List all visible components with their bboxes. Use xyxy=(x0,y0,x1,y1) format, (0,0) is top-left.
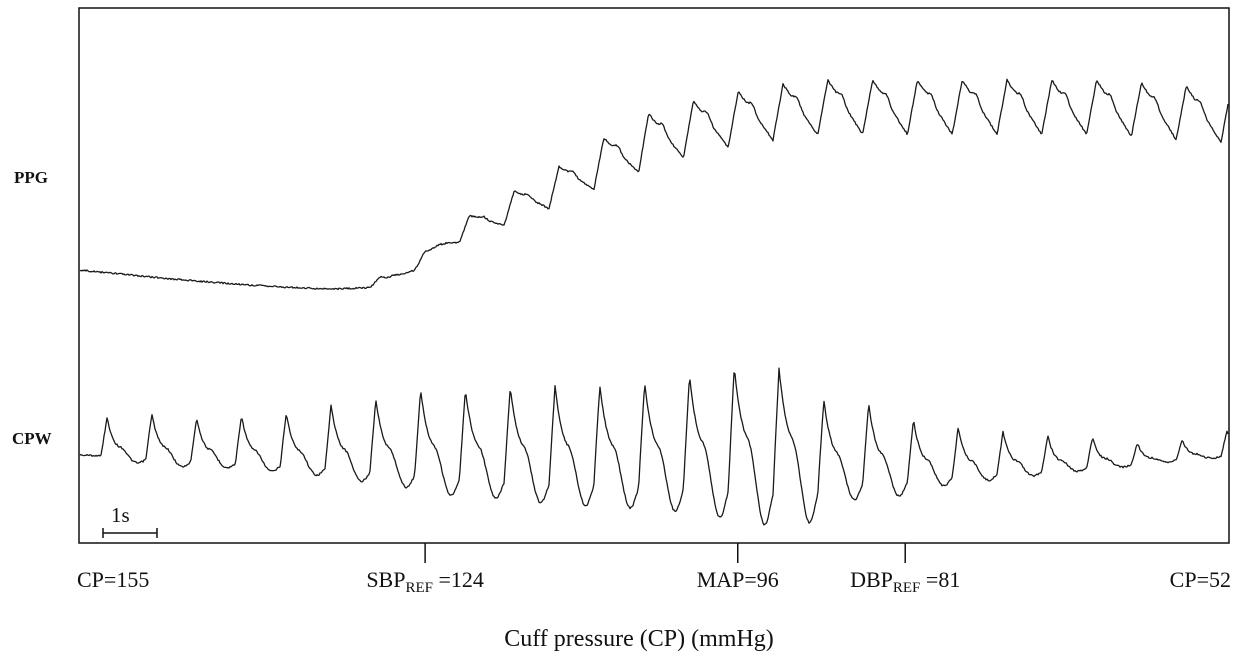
cpw-series-label: CPW xyxy=(12,429,52,448)
pressure-markers: CP=155 SBPREF =124 MAP=96 DBPREF =81 CP=52 xyxy=(77,543,1231,596)
plot-frame xyxy=(78,7,1230,544)
x-axis-label: Cuff pressure (CP) (mmHg) xyxy=(504,626,774,652)
marker-label-dbp: DBPREF =81 xyxy=(850,567,960,596)
ppg-trace xyxy=(79,78,1229,291)
marker-label-map: MAP=96 xyxy=(697,567,779,592)
cpw-trace xyxy=(79,367,1229,526)
scale-bar-label: 1s xyxy=(111,503,130,527)
time-scale-bar: 1s xyxy=(102,503,158,538)
marker-label-sbp: SBPREF =124 xyxy=(366,567,484,596)
ppg-series-label: PPG xyxy=(14,168,48,187)
marker-label-cp-end: CP=52 xyxy=(1170,567,1231,592)
marker-label-cp-start: CP=155 xyxy=(77,567,149,592)
